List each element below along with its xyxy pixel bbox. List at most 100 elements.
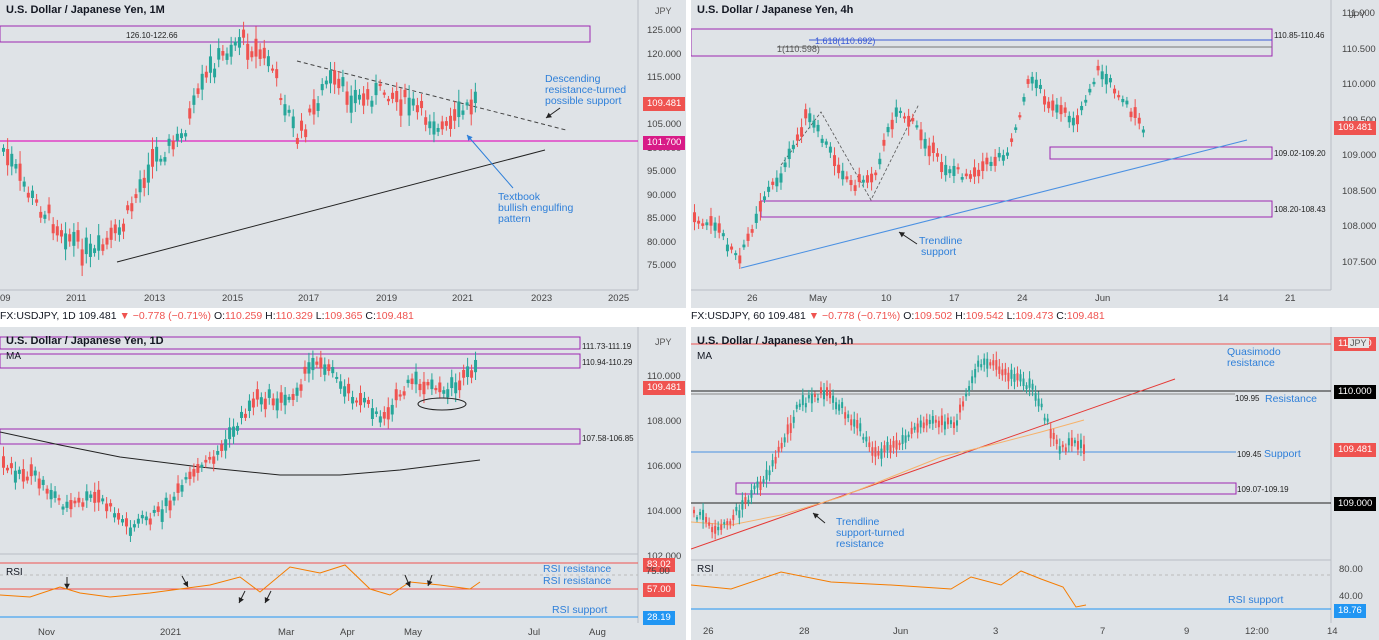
candle-body (225, 53, 229, 60)
zone-box-top (691, 28, 1273, 57)
candle-body (43, 214, 47, 219)
candle-body (965, 393, 968, 397)
infobar-open-key: O: (903, 310, 915, 322)
daily-box3-label: 107.58-106.85 (582, 434, 634, 443)
axis-tick-label: 3 (993, 626, 999, 637)
candle-body (414, 371, 418, 385)
candle-body (307, 362, 311, 374)
candle-body (229, 44, 233, 57)
candle-body (25, 476, 29, 481)
candle-body (72, 231, 76, 246)
candle-body (937, 420, 940, 428)
candle-body (5, 467, 9, 471)
candle-body (208, 456, 212, 460)
candle-body (746, 233, 750, 241)
candle-body (9, 463, 13, 469)
candle-body (13, 470, 17, 483)
infobar-low-key: L: (1006, 310, 1016, 322)
candle-body (469, 99, 473, 115)
infobar-open: 110.259 (225, 310, 263, 322)
candle-body (370, 408, 374, 420)
candle-body (406, 379, 410, 384)
zone-box (735, 482, 1237, 495)
infobar-symbol: FX:USDJPY, 60 (691, 310, 765, 322)
arrow-trendline-head (813, 513, 819, 519)
candle-body (275, 69, 279, 79)
daily-chart-panel[interactable]: U.S. Dollar / Japanese Yen, 1D MA JPY 11… (0, 327, 686, 640)
axis-tick-label: Jul (528, 627, 541, 638)
candle-body (849, 180, 853, 186)
candle-body (956, 167, 960, 170)
candle-body (1075, 115, 1079, 125)
candle-body (726, 521, 729, 525)
daily-chart-canvas[interactable] (0, 327, 686, 640)
candle-body (333, 70, 337, 85)
candle-body (730, 246, 734, 250)
candle-body (440, 121, 444, 130)
candle-body (168, 500, 172, 511)
candle-body (701, 223, 705, 226)
daily-box2-label: 110.94-110.29 (582, 358, 633, 367)
candle-body (1121, 98, 1125, 103)
candle-body (1137, 117, 1141, 124)
candle-body (795, 404, 798, 409)
infobar-high: 109.542 (965, 310, 1004, 322)
candle-body (1104, 73, 1108, 85)
candle-body (1113, 88, 1117, 94)
candle-body (426, 381, 430, 386)
hourly-infobar: FX:USDJPY, 60 109.481 ▼ −0.778 (−0.71%) … (691, 310, 1105, 324)
candle-body (295, 137, 299, 144)
descending-resistance (296, 60, 567, 131)
hourly-chart-canvas[interactable] (691, 327, 1379, 640)
infobar-open-key: O: (213, 310, 226, 322)
candle-body (271, 398, 275, 406)
h4-fib-1-label: 1(110.598) (777, 44, 820, 54)
candle-body (130, 203, 134, 212)
candle-body (39, 211, 43, 218)
candle-body (973, 167, 977, 177)
candle-body (128, 527, 132, 536)
axis-tick-label: 105.000 (647, 119, 682, 130)
candle-body (968, 174, 972, 179)
monthly-chart-canvas[interactable] (0, 0, 686, 308)
candle-body (1007, 372, 1010, 382)
candle-body (1025, 385, 1028, 390)
h4-chart-panel[interactable]: U.S. Dollar / Japanese Yen, 4h JPY 110.8… (691, 0, 1379, 308)
axis-tick-label: 14 (1327, 626, 1338, 637)
hourly-chart-panel[interactable]: U.S. Dollar / Japanese Yen, 1h MA 110.50… (691, 327, 1379, 640)
candle-body (1052, 432, 1055, 440)
monthly-box-label: 126.10-122.66 (126, 31, 178, 40)
axis-tick-label: 10 (881, 293, 892, 304)
candle-body (1016, 373, 1019, 381)
candle-body (890, 119, 894, 130)
monthly-level-tag: 101.700 (643, 136, 686, 150)
candle-body (1129, 111, 1133, 118)
candle-body (946, 417, 949, 425)
candle-body (378, 83, 382, 87)
candle-body (1061, 444, 1064, 448)
candle-body (84, 237, 88, 255)
candle-body (68, 234, 72, 242)
candle-body (824, 141, 828, 145)
candle-body (997, 152, 1001, 158)
candle-body (105, 237, 109, 245)
candle-body (1043, 417, 1046, 421)
candle-body (69, 500, 73, 510)
monthly-chart-panel[interactable]: U.S. Dollar / Japanese Yen, 1M JPY 126.1… (0, 0, 686, 308)
candle-body (870, 173, 874, 183)
candle-body (729, 521, 732, 525)
h4-fib-1618-label: 1.618(110.692) (815, 36, 876, 46)
candle-body (466, 366, 470, 378)
hourly-rsi-tick-80: 80.00 (1339, 564, 1363, 575)
h4-chart-canvas[interactable] (691, 0, 1379, 308)
candle-body (998, 366, 1001, 374)
candle-body (714, 525, 717, 534)
candle-body (780, 442, 783, 449)
candle-body (1073, 440, 1076, 444)
candle-body (850, 419, 853, 426)
daily-chart-title: U.S. Dollar / Japanese Yen, 1D (6, 335, 164, 347)
candle-body (1071, 117, 1075, 126)
candle-body (14, 164, 18, 169)
note-line: resistance (1227, 357, 1275, 369)
candle-body (136, 518, 140, 524)
